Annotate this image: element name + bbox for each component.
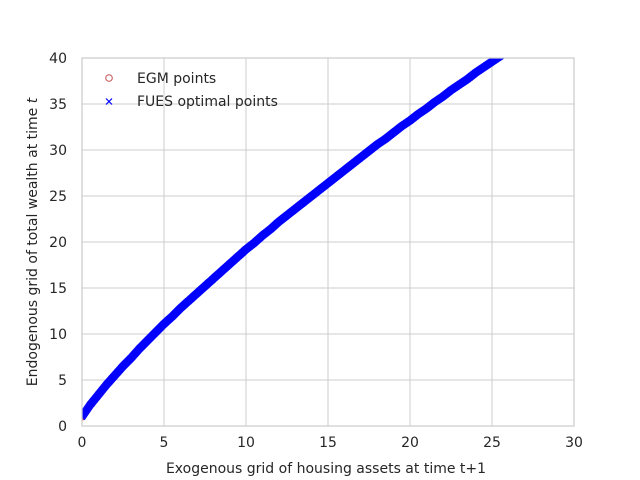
data-point <box>502 49 509 56</box>
data-point <box>502 49 508 55</box>
y-tick-label: 20 <box>49 235 67 251</box>
y-axis-ticks: 0 5 10 15 20 25 30 35 40 <box>49 51 67 435</box>
x-tick-label: 20 <box>401 435 419 451</box>
data-point <box>498 58 505 59</box>
plot-frame <box>81 57 575 427</box>
data-point <box>501 50 507 56</box>
y-tick-label: 30 <box>49 143 67 159</box>
data-point <box>500 51 506 57</box>
data-point <box>500 58 504 59</box>
x-tick-label: 0 <box>78 435 87 451</box>
y-tick-label: 10 <box>49 327 67 343</box>
legend: EGM points FUES optimal points <box>105 71 278 110</box>
data-point <box>500 51 506 57</box>
y-axis-label: Endogenous grid of total wealth at time … <box>25 97 41 386</box>
data-point <box>501 50 508 57</box>
x-axis-ticks: 0 5 10 15 20 25 30 <box>78 435 583 451</box>
data-point <box>502 50 508 56</box>
data-point <box>498 58 505 59</box>
legend-label-egm: EGM points <box>137 71 216 87</box>
data-point <box>501 58 504 59</box>
series-fues-points <box>82 49 508 421</box>
y-axis-label-prefix: Endogenous grid of total wealth at time <box>25 103 41 386</box>
y-tick-label: 15 <box>49 281 67 297</box>
data-point <box>499 58 505 59</box>
y-axis-label-variable: t <box>25 97 41 103</box>
x-axis-label: Exogenous grid of housing assets at time… <box>166 461 486 477</box>
legend-marker-fues <box>105 98 113 105</box>
x-tick-label: 15 <box>319 435 337 451</box>
data-point <box>500 51 507 58</box>
y-tick-label: 5 <box>58 373 67 389</box>
x-tick-label: 10 <box>237 435 255 451</box>
data-point <box>501 49 508 56</box>
plot-area <box>82 49 509 421</box>
y-tick-label: 25 <box>49 189 67 205</box>
y-tick-label: 35 <box>49 97 67 113</box>
legend-label-fues: FUES optimal points <box>137 94 278 110</box>
data-point <box>501 50 508 57</box>
legend-marker-egm <box>105 74 113 82</box>
x-tick-label: 25 <box>483 435 501 451</box>
y-tick-label: 40 <box>49 51 67 67</box>
y-tick-label: 0 <box>58 419 67 435</box>
x-tick-label: 30 <box>565 435 583 451</box>
data-point <box>500 50 507 57</box>
data-point <box>500 51 506 57</box>
x-tick-label: 5 <box>160 435 169 451</box>
grid <box>81 57 575 427</box>
data-point <box>499 58 505 59</box>
data-point <box>501 50 507 56</box>
